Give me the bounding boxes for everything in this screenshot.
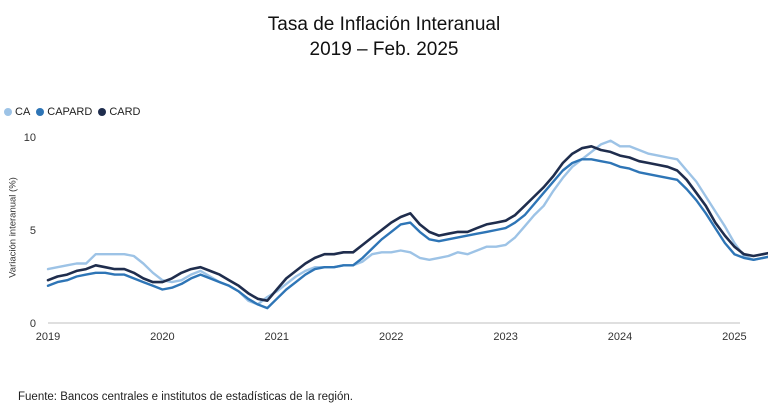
x-tick-label: 2024 [608, 331, 632, 343]
legend: CA CAPARD CARD [4, 106, 140, 118]
y-tick-label: 0 [30, 318, 36, 330]
y-tick-label: 5 [30, 225, 36, 237]
x-tick-label: 2025 [722, 331, 746, 343]
x-tick-label: 2019 [36, 331, 60, 343]
series-line-card [46, 145, 768, 303]
legend-label-ca: CA [15, 106, 31, 118]
series-line-ca [46, 139, 768, 306]
y-tick-label: 10 [24, 132, 36, 144]
legend-swatch-ca [4, 108, 12, 116]
legend-swatch-card [98, 108, 107, 116]
legend-item-capard[interactable]: CAPARD [36, 106, 92, 118]
source-note: Fuente: Bancos centrales e institutos de… [18, 391, 353, 403]
chart-subtitle: 2019 – Feb. 2025 [309, 39, 459, 60]
x-tick-label: 2023 [493, 331, 517, 343]
legend-label-capard: CAPARD [47, 106, 93, 118]
legend-item-ca[interactable]: CA [4, 106, 30, 118]
chart-title: Tasa de Inflación Interanual [267, 14, 501, 35]
axes: 0 5 10 2019 2020 2021 2022 2023 2024 2025 [24, 132, 747, 343]
x-tick-label: 2020 [150, 331, 174, 343]
legend-swatch-capard [36, 108, 45, 116]
series-lines [46, 139, 768, 310]
legend-label-card: CARD [109, 106, 141, 118]
series-line-capard [46, 158, 768, 310]
legend-item-card[interactable]: CARD [98, 106, 140, 118]
chart-title-block: Tasa de Inflación Interanual 2019 – Feb.… [0, 12, 768, 62]
x-tick-label: 2022 [379, 331, 403, 343]
x-tick-label: 2021 [265, 331, 289, 343]
